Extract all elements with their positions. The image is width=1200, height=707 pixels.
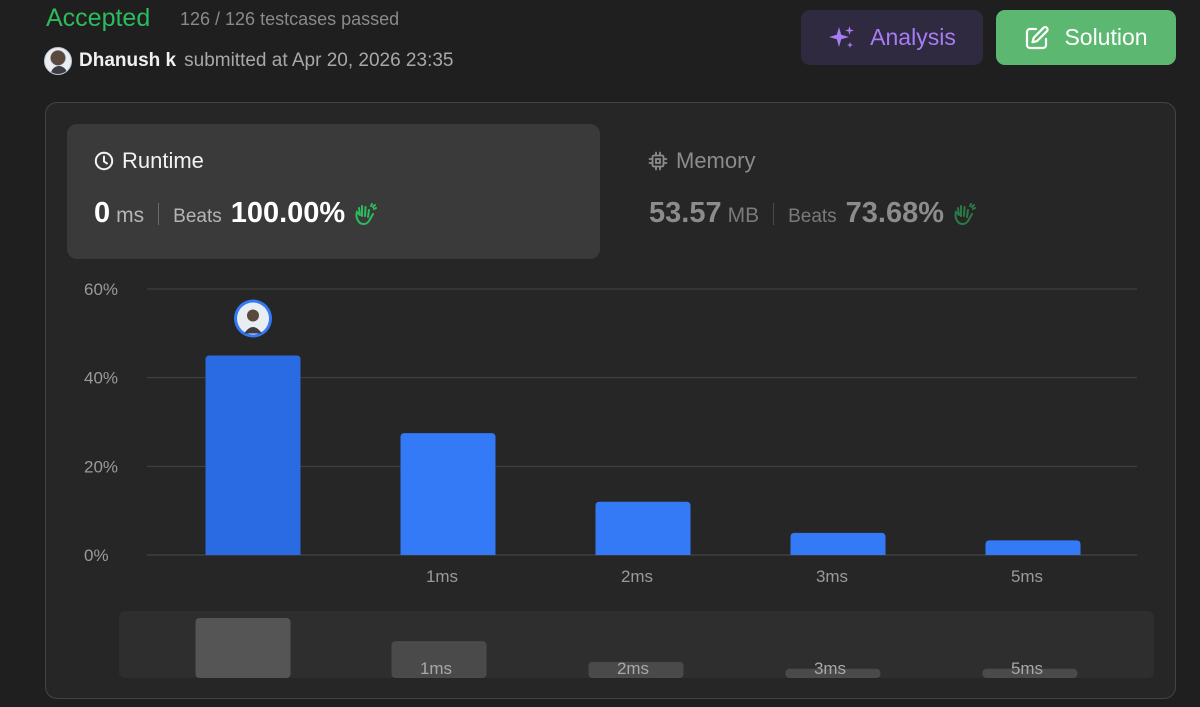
runtime-value: 0 (94, 197, 111, 229)
y-tick-label: 40% (84, 369, 118, 388)
memory-beats-label: Beats (788, 206, 837, 227)
memory-label: Memory (676, 148, 756, 173)
divider (158, 202, 160, 225)
runtime-unit: ms (116, 204, 145, 227)
y-tick-label: 60% (84, 280, 118, 299)
overview-x-label: 2ms (617, 659, 649, 678)
runtime-metric[interactable]: Runtime 0 ms Beats 100.00% (67, 124, 600, 259)
x-tick-label: 5ms (1011, 567, 1043, 586)
runtime-beats-percent: 100.00% (230, 197, 346, 229)
solution-label: Solution (1064, 24, 1148, 50)
analysis-label: Analysis (870, 24, 956, 50)
memory-unit: MB (727, 204, 760, 227)
runtime-label: Runtime (122, 148, 204, 173)
clapping-hands-icon (954, 202, 977, 225)
submitter-info: Dhanush k submitted at Apr 20, 2026 23:3… (44, 46, 453, 76)
solution-button[interactable]: Solution (996, 10, 1176, 65)
user-avatar-marker[interactable] (234, 299, 272, 338)
overview-x-label: 3ms (814, 659, 846, 678)
x-tick-label: 3ms (816, 567, 848, 586)
x-tick-label: 2ms (621, 567, 653, 586)
overview-bar (195, 618, 291, 678)
user-avatar[interactable] (44, 47, 72, 75)
chip-icon (648, 151, 668, 171)
overview-chart: 1ms 2ms 3ms 5ms (195, 618, 1078, 678)
submitted-timestamp: submitted at Apr 20, 2026 23:35 (184, 50, 454, 71)
clapping-hands-icon (355, 202, 378, 225)
bar-5ms[interactable] (985, 540, 1081, 555)
x-tick-label: 1ms (426, 567, 458, 586)
overview-x-label: 1ms (420, 659, 452, 678)
bar-3ms[interactable] (790, 532, 886, 555)
sparkle-icon (829, 25, 855, 48)
testcases-passed: 126 / 126 testcases passed (180, 9, 400, 29)
overview-bar (391, 641, 487, 678)
overview-x-label: 5ms (1011, 659, 1043, 678)
overview-bar (785, 668, 881, 678)
memory-beats-percent: 73.68% (845, 197, 945, 229)
runtime-beats-label: Beats (173, 206, 222, 227)
bar-1ms[interactable] (400, 433, 496, 555)
divider (773, 202, 775, 225)
user-name[interactable]: Dhanush k (79, 50, 177, 71)
overview-bar (982, 668, 1078, 678)
chart-overview-brush[interactable]: 1ms 2ms 3ms 5ms (119, 611, 1154, 678)
y-tick-label: 0% (84, 546, 109, 565)
clock-icon (94, 151, 114, 171)
bar-selected[interactable] (205, 355, 301, 556)
overview-bar (588, 661, 684, 678)
edit-icon (1026, 25, 1050, 49)
analysis-button[interactable]: Analysis (801, 10, 983, 65)
status-accepted: Accepted (46, 4, 151, 32)
y-tick-label: 20% (84, 457, 118, 476)
memory-value: 53.57 (649, 197, 722, 229)
bar-2ms[interactable] (595, 501, 691, 555)
